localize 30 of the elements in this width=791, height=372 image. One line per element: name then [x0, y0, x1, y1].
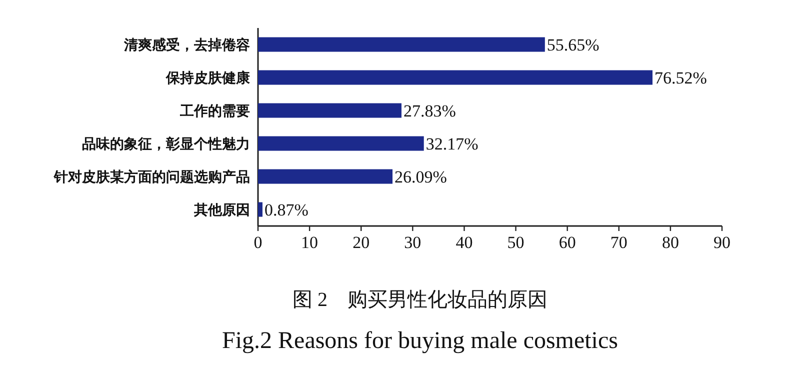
- y-tick-label: 品味的象征，彰显个性魅力: [82, 136, 250, 152]
- y-tick-label: 其他原因: [193, 202, 250, 218]
- x-tick-label: 10: [301, 233, 318, 252]
- bar: [258, 169, 393, 184]
- data-label: 55.65%: [546, 36, 600, 54]
- x-tick-label: 80: [662, 233, 679, 252]
- x-tick-label: 70: [610, 233, 628, 252]
- data-label: 0.87%: [264, 200, 308, 220]
- bar: [258, 37, 545, 52]
- bar: [258, 202, 262, 217]
- x-tick-label: 50: [507, 233, 524, 252]
- text: Fig.2 Reasons for buying male cosmetics: [222, 328, 618, 354]
- bar: [258, 136, 424, 151]
- x-tick-label: 60: [558, 233, 576, 252]
- data-label: 76.52%: [654, 68, 707, 88]
- data-label: 27.83%: [403, 102, 456, 120]
- x-tick-label: 40: [456, 233, 473, 252]
- y-tick-label: 针对皮肤某方面的问题选购产品: [53, 168, 250, 186]
- y-tick-label: 保持皮肤健康: [165, 70, 251, 86]
- bar: [258, 103, 402, 118]
- x-tick-label: 0: [254, 233, 262, 252]
- y-tick-label: 工作的需要: [179, 104, 250, 120]
- x-tick-label: 30: [404, 233, 422, 252]
- data-label: 32.17%: [426, 134, 478, 154]
- y-tick-label: 清爽感受，去掉倦容: [123, 36, 250, 54]
- x-tick-label: 20: [352, 233, 370, 252]
- bar: [258, 70, 653, 85]
- data-label: 26.09%: [394, 168, 447, 186]
- x-tick-label: 90: [714, 233, 730, 252]
- text: 图 2 购买男性化妆品的原因: [292, 289, 548, 311]
